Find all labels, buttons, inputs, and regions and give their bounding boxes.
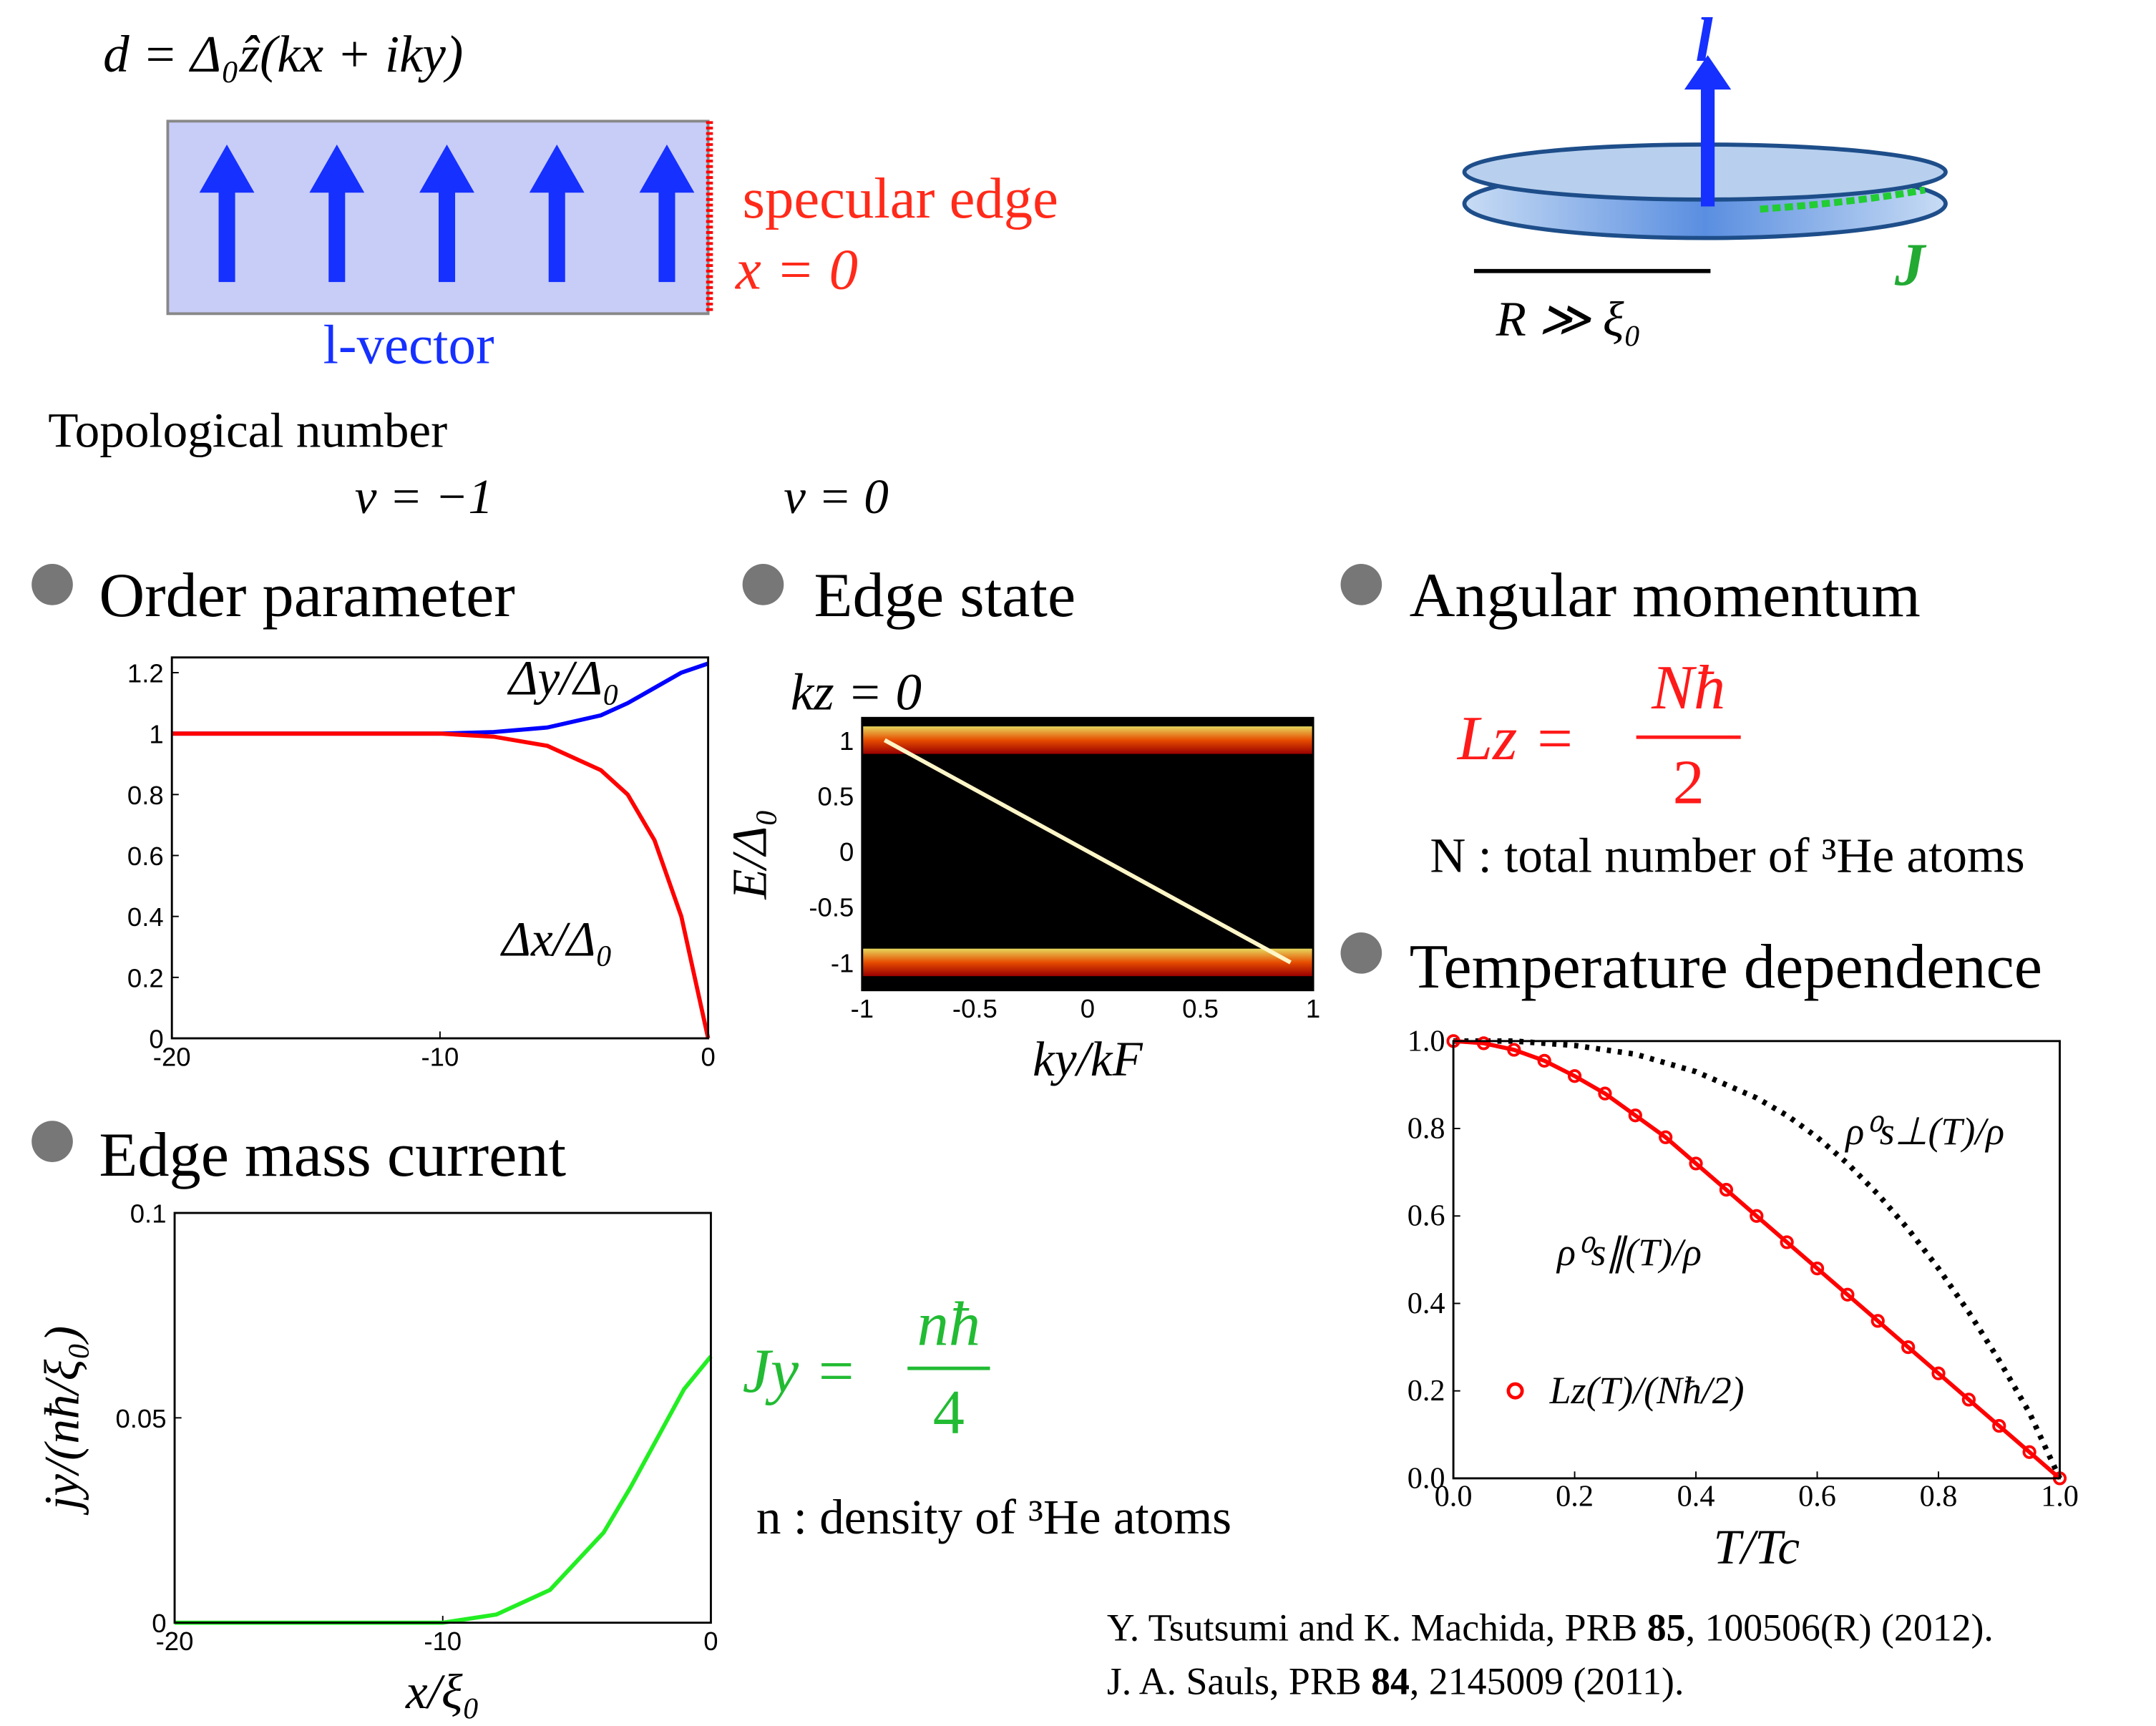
x-tick-label: 0 [703, 1627, 718, 1656]
x-axis-label: T/Tc [1714, 1519, 1800, 1574]
x-tick-label: 0.5 [1182, 994, 1219, 1023]
y-tick-label: 0.4 [127, 902, 164, 932]
x-tick-label: 0.6 [1798, 1479, 1836, 1513]
y-axis-label: jy/(nħ/ξ₀) [34, 1326, 89, 1516]
x-tick-label: 1 [1306, 994, 1320, 1023]
note: n : density of ³He atoms [756, 1489, 1231, 1544]
nu-right: ν = 0 [784, 469, 889, 524]
y-tick-label: 0 [839, 837, 854, 867]
series-line [172, 663, 708, 733]
edge-label: specular edge [743, 167, 1058, 230]
y-tick-label: 0 [152, 1609, 166, 1638]
disk-r: R ≫ ξ₀ [1496, 291, 1642, 346]
formula: d = Δ₀ẑ(kx + iky) [103, 25, 463, 83]
formula-lhs: Lz = [1456, 703, 1576, 774]
y-tick-label: 0.0 [1408, 1461, 1445, 1495]
legend-marker [1508, 1384, 1522, 1398]
section-title: Angular momentum [1410, 560, 1921, 630]
denominator: 4 [933, 1377, 965, 1447]
section-title: Edge mass current [99, 1120, 566, 1190]
reference: J. A. Sauls, PRB 84, 2145009 (2011). [1107, 1660, 1684, 1703]
numerator: Nħ [1651, 653, 1725, 723]
y-tick-label: -1 [831, 948, 854, 977]
continuum-band [862, 949, 1313, 976]
slide: d = Δ₀ẑ(kx + iky) specular edge x = 0 l-… [0, 0, 2156, 1726]
section-title: Temperature dependence [1410, 932, 2042, 1002]
ref-text: J. A. Sauls, PRB [1107, 1660, 1371, 1703]
y-tick-label: 0 [149, 1024, 163, 1053]
y-tick-label: 0.8 [127, 781, 164, 810]
ref-text: Y. Tsutsumi and K. Machida, PRB [1107, 1606, 1647, 1649]
ref-volume: 85 [1647, 1606, 1686, 1649]
vector-label: l-vector [323, 315, 494, 376]
x-tick-label: 0 [701, 1042, 715, 1071]
x-tick-label: -10 [421, 1042, 459, 1071]
ref-volume: 84 [1371, 1660, 1410, 1703]
x-tick-label: -1 [851, 994, 874, 1023]
series-line [1453, 1041, 2059, 1478]
film [167, 121, 708, 313]
series-line [175, 1356, 711, 1622]
y-tick-label: 0.2 [127, 963, 164, 993]
disk-l: l [1695, 5, 1713, 75]
formula-lhs: Jy = [743, 1336, 857, 1406]
y-tick-label: 1 [839, 726, 854, 756]
note: N : total number of ³He atoms [1430, 827, 2024, 882]
x-tick-label: -10 [424, 1627, 462, 1656]
nu-left: ν = −1 [355, 469, 493, 524]
reference: Y. Tsutsumi and K. Machida, PRB 85, 1005… [1107, 1606, 1994, 1649]
y-axis-label: E/Δ₀ [721, 809, 776, 899]
y-tick-label: 0.5 [818, 781, 854, 811]
section-title: Order parameter [99, 560, 514, 630]
series-label: ρ⁰s⊥(T)/ρ [1844, 1110, 2004, 1153]
ref-text: , 2145009 (2011). [1410, 1660, 1684, 1703]
y-tick-label: -0.5 [809, 893, 854, 922]
y-tick-label: 0.6 [1408, 1199, 1445, 1233]
x-tick-label: 0 [1081, 994, 1095, 1023]
disk-j: J [1894, 232, 1927, 298]
series-label: Δx/Δ₀ [499, 912, 613, 967]
series-line [172, 733, 708, 1038]
ref-text: , 100506(R) (2012). [1686, 1606, 1994, 1649]
x-axis-label: x/ξ₀ [405, 1664, 480, 1719]
x-tick-label: 0.4 [1677, 1479, 1715, 1513]
numerator: nħ [917, 1289, 980, 1360]
topology-title: Topological number [48, 403, 447, 458]
x-tick-label: 0.8 [1920, 1479, 1958, 1513]
y-tick-label: 0.8 [1408, 1112, 1445, 1146]
y-tick-label: 0.6 [127, 842, 164, 871]
plot-frame [175, 1213, 711, 1623]
denominator: 2 [1673, 747, 1704, 817]
x-axis-label: ky/kF [1033, 1031, 1143, 1086]
y-tick-label: 1.2 [127, 658, 164, 688]
y-tick-label: 1 [149, 720, 163, 749]
plot-frame [172, 658, 708, 1038]
plot-frame [1453, 1041, 2059, 1478]
continuum-band [862, 726, 1313, 754]
legend-label: Lz(T)/(Nħ/2) [1549, 1369, 1745, 1412]
x-tick-label: 0.2 [1556, 1479, 1594, 1513]
y-tick-label: 0.05 [115, 1404, 166, 1433]
series-line [1453, 1041, 2059, 1478]
y-tick-label: 0.4 [1408, 1287, 1445, 1320]
annotation: ρ⁰s∥(T)/ρ [1556, 1231, 1702, 1274]
x-tick-label: -0.5 [952, 994, 997, 1023]
y-tick-label: 0.1 [130, 1199, 167, 1228]
chart-title: kz = 0 [791, 663, 922, 721]
y-tick-label: 1.0 [1408, 1024, 1445, 1058]
y-tick-label: 0.2 [1408, 1374, 1445, 1408]
edge-position: x = 0 [735, 238, 858, 302]
section-title: Edge state [814, 560, 1076, 630]
